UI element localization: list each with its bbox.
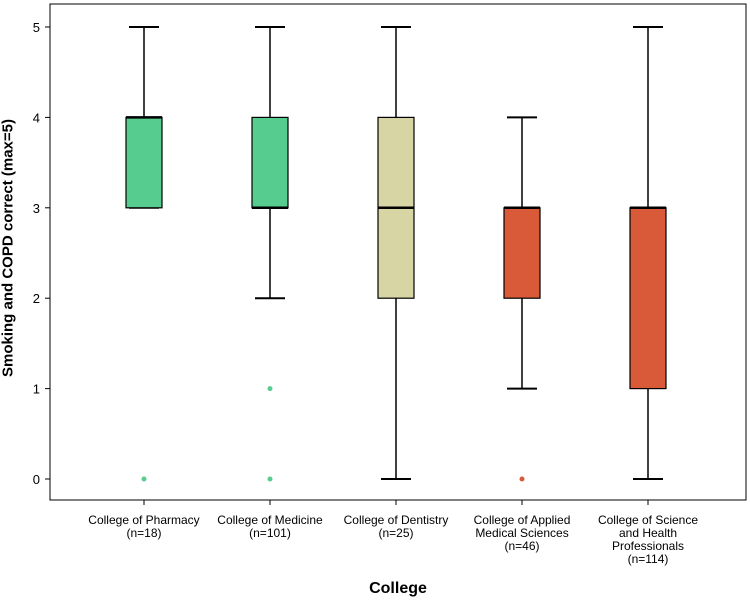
x-tick-label-line: (n=25) xyxy=(378,526,414,540)
plot-frame xyxy=(49,3,747,501)
x-tick-label: College of Science and Health Professional… xyxy=(573,514,723,566)
x-tick-label-line: (n=18) xyxy=(126,526,162,540)
y-tick-label: 1 xyxy=(33,382,40,397)
outlier-point xyxy=(267,476,273,482)
x-tick-label-line: College of Medicine xyxy=(217,513,323,527)
box xyxy=(629,207,667,390)
x-tick-label: College of Dentistry (n=25) xyxy=(321,514,471,540)
x-tick-label-line: Professionals xyxy=(611,539,685,553)
x-tick-label-line: College of Dentistry xyxy=(343,513,449,527)
y-tick-label: 5 xyxy=(33,20,40,35)
y-tick-label: 4 xyxy=(33,110,40,125)
y-tick-label: 3 xyxy=(33,201,40,216)
outlier-point xyxy=(519,476,525,482)
x-tick-label-line: (n=46) xyxy=(504,539,540,553)
x-tick-label-line: College of Science xyxy=(597,513,699,527)
x-tick-label-line: (n=114) xyxy=(627,552,669,566)
x-tick-label-line: College of Pharmacy xyxy=(88,513,200,527)
x-tick-label-line: College of Applied xyxy=(473,513,571,527)
box xyxy=(251,116,289,209)
y-tick-label: 0 xyxy=(33,472,40,487)
y-axis-title: Smoking and COPD correct (max=5) xyxy=(0,119,17,377)
outlier-point xyxy=(141,476,147,482)
x-axis-title: College xyxy=(369,580,427,597)
x-tick-label-line: and Health xyxy=(618,526,678,540)
x-tick-label: College of Applied Medical Sciences (n=46) xyxy=(447,514,597,553)
outlier-point xyxy=(267,386,273,392)
y-tick-label: 2 xyxy=(33,291,40,306)
x-tick-label-line: (n=101) xyxy=(249,526,291,540)
x-tick-label: College of Medicine (n=101) xyxy=(195,514,345,540)
box xyxy=(503,207,541,299)
box xyxy=(125,116,163,209)
x-tick-label-line: Medical Sciences xyxy=(475,526,569,540)
x-tick-label: College of Pharmacy (n=18) xyxy=(69,514,219,540)
